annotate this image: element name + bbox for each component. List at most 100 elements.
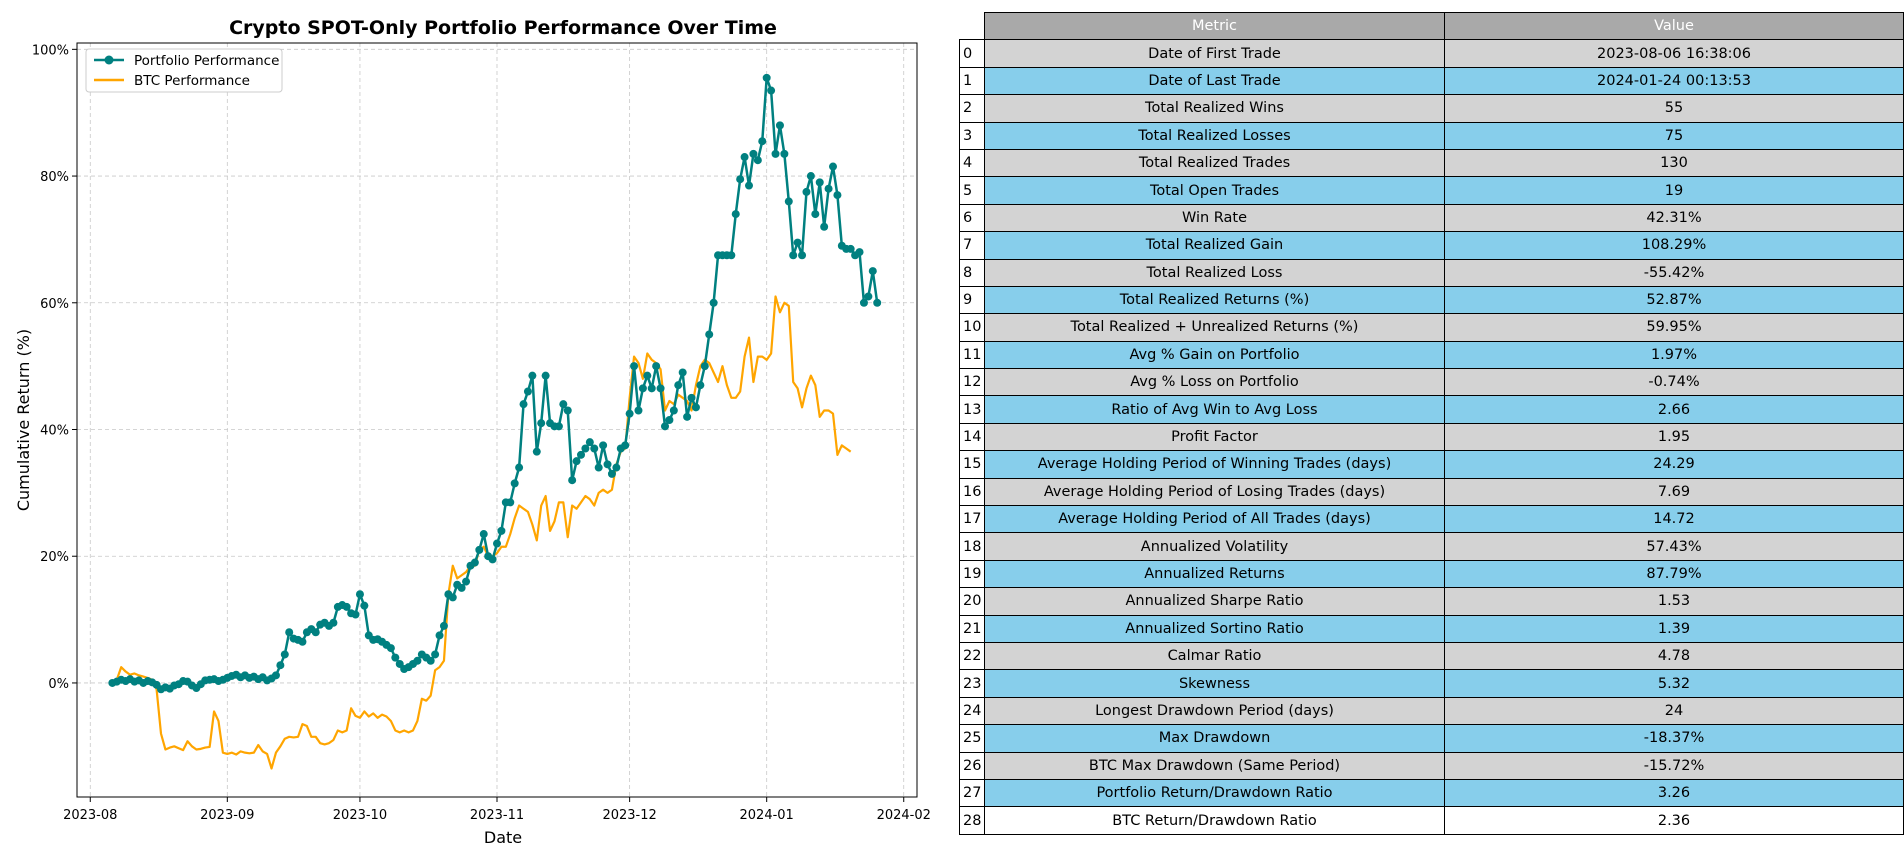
table-row: 1 Date of Last Trade 2024-01-24 00:13:53 [959,66,1904,96]
metric-cell: Total Open Trades [984,176,1445,205]
axes: 2023-08 2023-09 2023-10 2023-11 2023-12 2024-… [32,43,931,823]
portfolio-point [470,558,479,567]
portfolio-point [285,628,294,637]
value-cell: 24.29 [1444,450,1904,479]
portfolio-point [780,149,789,158]
table-header-row: Metric Value [959,11,1904,41]
value-cell: -0.74% [1444,368,1904,397]
table-row: 7 Total Realized Gain 108.29% [959,231,1904,260]
table-row: 22 Calmar Ratio 4.78 [959,641,1904,671]
portfolio-point [630,362,639,371]
value-cell: -18.37% [1444,724,1904,753]
portfolio-point [758,137,767,146]
portfolio-point [846,244,855,253]
portfolio-point [497,526,506,535]
portfolio-point [775,121,784,130]
portfolio-point [683,412,692,421]
portfolio-point [515,463,524,472]
portfolio-point [298,637,307,646]
metrics-table: Metric Value 0 Date of First Trade 2023-08… [959,11,1904,835]
header-metric: Metric [984,11,1445,41]
table-row: 3 Total Realized Losses 75 [959,121,1904,150]
portfolio-point [431,650,440,659]
portfolio-point [599,441,608,450]
metric-cell: Date of Last Trade [984,66,1445,96]
portfolio-point [740,153,749,162]
portfolio-point [594,463,603,472]
portfolio-point [577,450,585,459]
portfolio-point [665,416,674,424]
row-index: 23 [959,669,985,698]
table-row: 20 Annualized Sharpe Ratio 1.53 [959,587,1904,616]
portfolio-point [506,498,515,507]
row-index: 4 [959,148,985,178]
table-row: 26 BTC Max Drawdown (Same Period) -15.72% [959,751,1904,780]
value-cell: -55.42% [1444,258,1904,287]
legend: Portfolio Performance BTC Performance [85,48,283,93]
portfolio-point [563,406,572,415]
metric-cell: Avg % Gain on Portfolio [984,340,1445,370]
table-row: 28 BTC Return/Drawdown Ratio 2.36 [959,806,1904,835]
metric-cell: Average Holding Period of Losing Trades … [984,477,1445,507]
portfolio-point [426,656,435,665]
table-row: 12 Avg % Loss on Portfolio -0.74% [959,368,1904,397]
portfolio-point [448,593,457,602]
value-cell: 1.39 [1444,614,1904,643]
portfolio-point [391,653,400,662]
portfolio-point [439,621,448,630]
metric-cell: Total Realized Trades [984,148,1445,178]
portfolio-point [705,330,714,339]
portfolio-point [829,162,837,171]
value-cell: 7.69 [1444,477,1904,507]
portfolio-point [745,181,753,190]
row-index: 21 [959,614,985,643]
legend-btc-label: BTC Performance [134,73,250,89]
metric-cell: Average Holding Period of Winning Trades… [984,450,1445,479]
value-cell: 87.79% [1444,559,1904,589]
portfolio-point [873,298,882,307]
value-cell: 5.32 [1444,669,1904,698]
header-value: Value [1444,11,1904,41]
y-tick-label: 80% [40,170,69,185]
table-row: 11 Avg % Gain on Portfolio 1.97% [959,340,1904,370]
table-row: 0 Date of First Trade 2023-08-06 16:38:06 [959,39,1904,68]
table-row: 24 Longest Drawdown Period (days) 24 [959,696,1904,726]
value-cell: 52.87% [1444,285,1904,315]
metric-cell: Longest Drawdown Period (days) [984,696,1445,726]
portfolio-point [488,555,497,564]
y-tick-label: 100% [32,43,69,58]
portfolio-point [691,403,700,412]
portfolio-point [669,406,678,415]
portfolio-point [753,156,762,165]
table-row: 17 Average Holding Period of All Trades (… [959,505,1904,534]
x-tick-label: 2023-08 [63,808,117,823]
portfolio-point [815,178,824,187]
portfolio-point [798,251,807,260]
row-index: 18 [959,532,985,561]
portfolio-point [855,248,864,257]
row-index: 26 [959,751,985,780]
table-row: 18 Annualized Volatility 57.43% [959,532,1904,561]
portfolio-point [271,671,280,680]
portfolio-point [793,238,802,247]
portfolio-point [771,149,780,158]
value-cell: 2024-01-24 00:13:53 [1444,66,1904,96]
metric-cell: Annualized Volatility [984,532,1445,561]
portfolio-point [590,444,599,453]
x-tick-label: 2023-12 [602,808,656,823]
table-row: 9 Total Realized Returns (%) 52.87% [959,285,1904,315]
portfolio-point [700,362,709,371]
chart-title: Crypto SPOT-Only Portfolio Performance O… [229,17,777,39]
table-row: 5 Total Open Trades 19 [959,176,1904,205]
y-tick-label: 20% [40,550,69,565]
row-index: 9 [959,285,985,315]
portfolio-point [528,371,537,380]
portfolio-point [475,545,484,554]
y-tick-label: 60% [40,297,69,312]
portfolio-point [643,371,652,380]
x-axis-label: Date [484,828,522,847]
portfolio-point [656,384,665,393]
metric-cell: Ratio of Avg Win to Avg Loss [984,395,1445,424]
metrics-body: 0 Date of First Trade 2023-08-06 16:38:06 1… [959,39,1904,835]
portfolio-point [479,530,488,539]
